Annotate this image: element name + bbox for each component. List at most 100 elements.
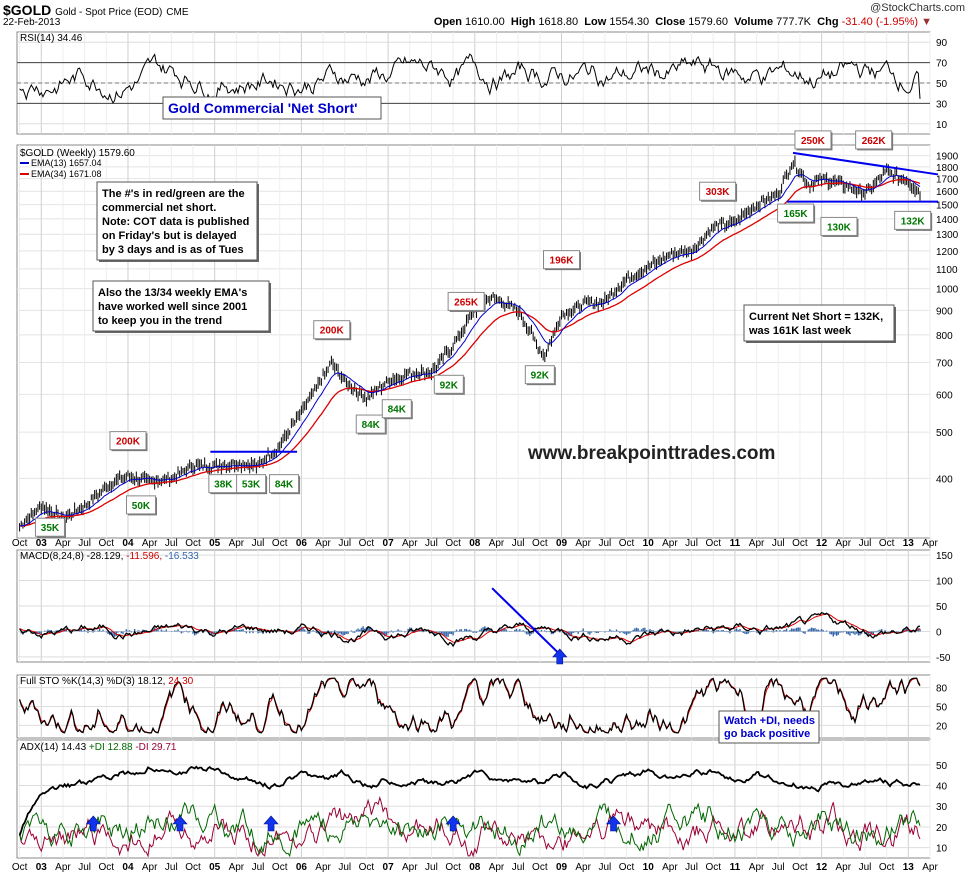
net-short-callout: 303K	[706, 187, 731, 198]
x-tick-label-price: Jul	[252, 538, 265, 549]
rsi-tick-label: 50	[936, 79, 948, 90]
rsi-tick-label: 90	[936, 38, 948, 49]
net-short-callout: 84K	[388, 405, 407, 416]
callout-box	[699, 181, 737, 201]
price-tick-label: 1200	[936, 247, 959, 258]
exchange: CME	[166, 7, 189, 18]
x-tick-label-price: Oct	[185, 538, 201, 549]
sto-d-line	[19, 677, 921, 734]
x-tick-label-bottom: Apr	[315, 862, 331, 873]
adx-line	[18, 765, 921, 836]
x-tick-label-bottom: 05	[209, 862, 221, 873]
sto-tick-label: 20	[936, 721, 948, 732]
x-tick-label-price: Oct	[99, 538, 115, 549]
callout-box	[524, 365, 555, 385]
cot-note-line: by 3 days and is as of Tues	[102, 244, 244, 256]
net-short-callout: 130K	[827, 222, 852, 233]
price-tick-label: 1700	[936, 175, 959, 186]
x-tick-label-bottom: Oct	[185, 862, 201, 873]
adx-tick-label: 10	[936, 844, 948, 855]
adx-tick-label: 40	[936, 782, 948, 793]
ema34-legend-label: EMA(34) 1671.08	[31, 169, 102, 179]
x-tick-label-price: Oct	[879, 538, 895, 549]
x-tick-label-price: 12	[816, 538, 828, 549]
macd-tick-label: 150	[936, 551, 953, 562]
price-panel-title: $GOLD (Weekly) 1579.60	[20, 148, 135, 159]
x-tick-label-price: Oct	[705, 538, 721, 549]
x-tick-label-bottom: Apr	[575, 862, 591, 873]
sto-note-box	[718, 710, 820, 744]
x-tick-label-price: Jul	[165, 538, 178, 549]
ema13-line	[19, 174, 921, 527]
callout-box	[269, 474, 300, 494]
cot-note-line: The #'s in red/green are the	[102, 188, 245, 200]
price-tick-label: 800	[936, 331, 953, 342]
callout-box	[543, 250, 581, 270]
price-tick-label: 1000	[936, 285, 959, 296]
macd-tick-label: 100	[936, 577, 953, 588]
x-tick-label-bottom: 09	[556, 862, 568, 873]
callout-box	[794, 130, 832, 150]
price-tick-label: 1600	[936, 187, 959, 198]
cot-note-box	[96, 181, 258, 261]
price-tick-label: 1900	[936, 152, 959, 163]
x-tick-label-price: Oct	[619, 538, 635, 549]
net-short-callout: 200K	[320, 326, 345, 337]
net-short-callout: 53K	[242, 480, 261, 491]
callout-box	[820, 216, 858, 236]
x-tick-label-price: Apr	[922, 538, 938, 549]
x-tick-label-price: Apr	[315, 538, 331, 549]
ema-note-box	[92, 280, 270, 332]
price-tick-label: 1300	[936, 230, 959, 241]
callout-box	[34, 517, 65, 537]
x-tick-label-bottom: Apr	[402, 862, 418, 873]
chart-symbol-title: $GOLD Gold - Spot Price (EOD) CME	[3, 2, 189, 18]
callout-box	[447, 291, 485, 311]
x-tick-label-bottom: Oct	[532, 862, 548, 873]
volume-value: 777.7K	[776, 16, 812, 28]
symbol-name: Gold - Spot Price (EOD)	[55, 7, 163, 18]
x-tick-label-price: Apr	[836, 538, 852, 549]
callout-box	[855, 130, 893, 150]
macd-tick-label: 50	[936, 602, 948, 613]
x-tick-label-price: Jul	[685, 538, 698, 549]
macd-tick-label: -50	[936, 653, 951, 664]
x-tick-label-price: Jul	[512, 538, 525, 549]
net-short-callout: 84K	[362, 420, 381, 431]
x-tick-label-bottom: 11	[730, 862, 741, 873]
plus-di-line	[19, 801, 921, 858]
down-arrow-icon: ▼	[921, 16, 932, 28]
x-tick-label-price: 11	[730, 538, 741, 549]
high-value: 1618.80	[538, 16, 579, 28]
net-short-callout: 262K	[862, 136, 887, 147]
x-tick-label-bottom: Oct	[619, 862, 635, 873]
adx-tick-label: 50	[936, 761, 948, 772]
x-tick-label-bottom: Oct	[705, 862, 721, 873]
rsi-banner-box	[162, 96, 382, 120]
net-short-callout: 196K	[550, 256, 575, 267]
x-tick-label-bottom: 13	[903, 862, 915, 873]
x-tick-label-price: Apr	[749, 538, 765, 549]
net-short-callout: 132K	[901, 216, 926, 227]
price-tick-label: 900	[936, 306, 953, 317]
x-tick-label-price: Apr	[55, 538, 71, 549]
resistance-trendline	[792, 151, 939, 176]
x-tick-label-price: Jul	[78, 538, 91, 549]
x-tick-label-price: 10	[643, 538, 655, 549]
current-net-short-line: Current Net Short = 132K,	[749, 311, 883, 323]
adx-tick-label: 30	[936, 802, 948, 813]
close-label: Close	[655, 16, 686, 28]
rsi-banner-text: Gold Commercial 'Net Short'	[168, 100, 357, 116]
x-tick-label-price: Oct	[272, 538, 288, 549]
x-tick-label-price: Apr	[402, 538, 418, 549]
x-tick-label-bottom: 07	[383, 862, 395, 873]
net-short-callout: 165K	[784, 209, 809, 220]
callout-box	[381, 399, 412, 419]
x-tick-label-bottom: Oct	[792, 862, 808, 873]
x-tick-label-bottom: Oct	[99, 862, 115, 873]
x-tick-label-bottom: Oct	[272, 862, 288, 873]
low-value: 1554.30	[609, 16, 650, 28]
x-tick-label-bottom: Jul	[859, 862, 872, 873]
cot-note-line: Note: COT data is published	[102, 216, 249, 228]
low-label: Low	[584, 16, 607, 28]
